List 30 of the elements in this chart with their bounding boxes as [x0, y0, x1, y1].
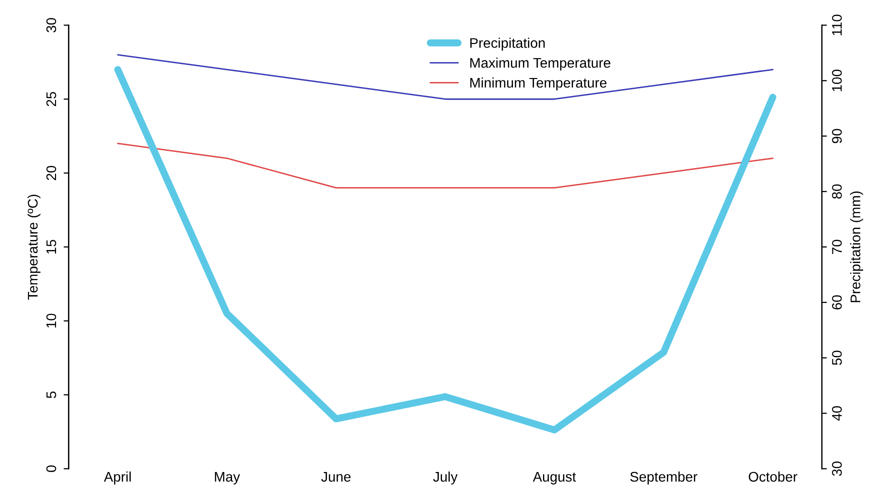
y-tick-label: 20: [46, 166, 56, 180]
y2-tick-label: 40: [832, 406, 842, 421]
y-tick-label: 0: [46, 465, 56, 472]
x-tick-label: September: [630, 472, 698, 484]
y-tick-label: 25: [46, 92, 56, 106]
y2-tick-label: 30: [832, 462, 842, 476]
y2-tick-label: 80: [832, 184, 842, 199]
y-tick-label: 30: [46, 18, 56, 32]
y-tick-label: 15: [46, 240, 56, 254]
y2-tick-label: 90: [832, 128, 842, 144]
y2-tick-label: 110: [832, 14, 842, 36]
legend-label: Minimum Temperature: [470, 77, 606, 90]
y2-tick-label: 50: [832, 350, 842, 366]
line-series: [117, 142, 774, 189]
y-tick-label: 5: [46, 392, 56, 398]
legend-label: Precipitation: [470, 38, 545, 51]
y2-tick-label: 60: [832, 295, 842, 310]
legend-label: Maximum Temperature: [470, 58, 610, 71]
x-tick-label: October: [748, 472, 798, 482]
x-tick-label: July: [433, 472, 458, 484]
y2-tick-label: 70: [832, 240, 842, 254]
y2-tick-label: 100: [832, 70, 842, 92]
y-axis-title: Temperature (ºC): [27, 194, 40, 300]
y-tick-label: 10: [46, 314, 56, 328]
y2-axis-title: Precipitation (mm): [850, 191, 864, 302]
line-series: [117, 54, 774, 100]
x-tick-label: April: [104, 472, 131, 484]
x-tick-label: May: [214, 472, 240, 484]
x-tick-label: June: [321, 472, 351, 482]
x-tick-label: August: [532, 472, 576, 484]
